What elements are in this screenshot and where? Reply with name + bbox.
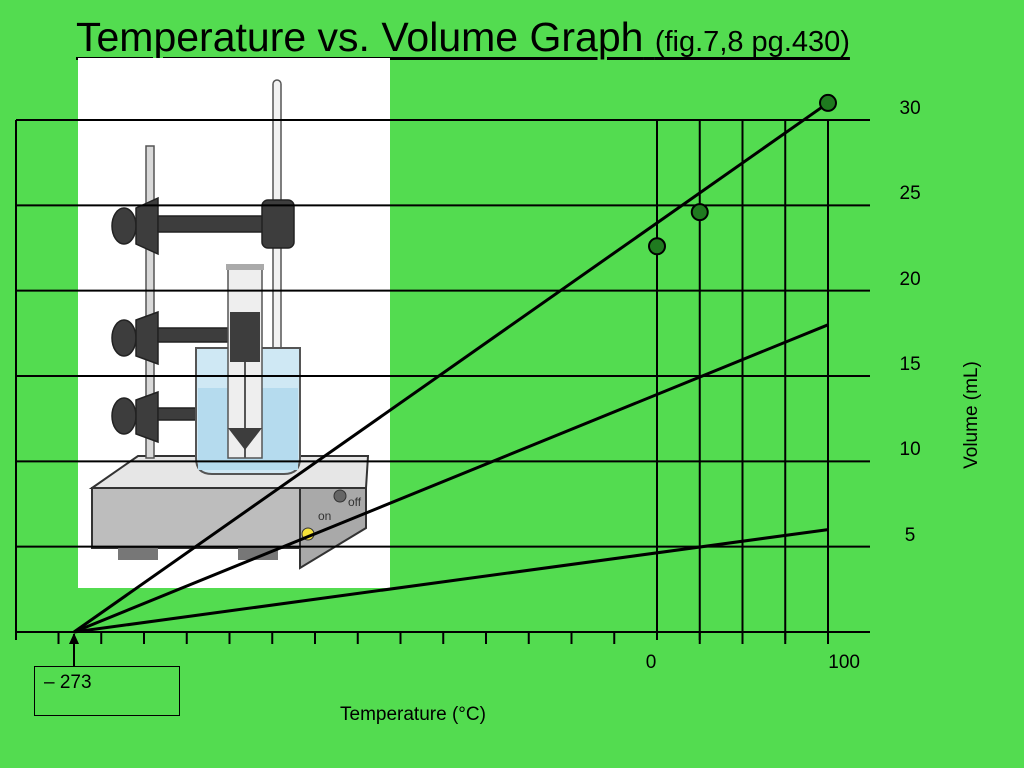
- series-line-2: [73, 323, 829, 634]
- y-axis-label: Volume (mL): [961, 361, 982, 469]
- y-tick-label: 30: [899, 98, 921, 119]
- series-line-1: [73, 101, 829, 634]
- chart-title-reference: (fig.7,8 pg.430): [654, 26, 850, 58]
- absolute-zero-arrow-head: [69, 633, 79, 644]
- x-tick-label: 100: [828, 652, 860, 673]
- data-points: [648, 93, 837, 256]
- series-line-3: [73, 528, 829, 634]
- data-point: [690, 203, 709, 222]
- svg-text:on: on: [318, 509, 331, 523]
- absolute-zero-box: [34, 666, 180, 716]
- data-point: [648, 237, 666, 256]
- series-lines: [73, 101, 829, 634]
- y-tick-label: 25: [899, 183, 921, 205]
- y-tick-label: 5: [904, 524, 916, 546]
- x-tick-label: 0: [645, 652, 657, 673]
- y-tick-label: 20: [899, 268, 921, 290]
- data-point: [819, 93, 837, 112]
- x-axis-label: Temperature (°C): [340, 704, 486, 725]
- svg-text:off: off: [348, 495, 362, 509]
- absolute-zero-arrow: [69, 633, 79, 666]
- y-tick-label: 15: [899, 354, 921, 375]
- chart-title-main: Temperature vs. Volume Graph: [76, 14, 644, 60]
- grid-lines: [15, 119, 870, 644]
- chart-title: Temperature vs. Volume Graph (fig.7,8 pg…: [76, 12, 850, 67]
- absolute-zero-label: – 273: [44, 672, 92, 693]
- y-tick-label: 10: [899, 439, 921, 461]
